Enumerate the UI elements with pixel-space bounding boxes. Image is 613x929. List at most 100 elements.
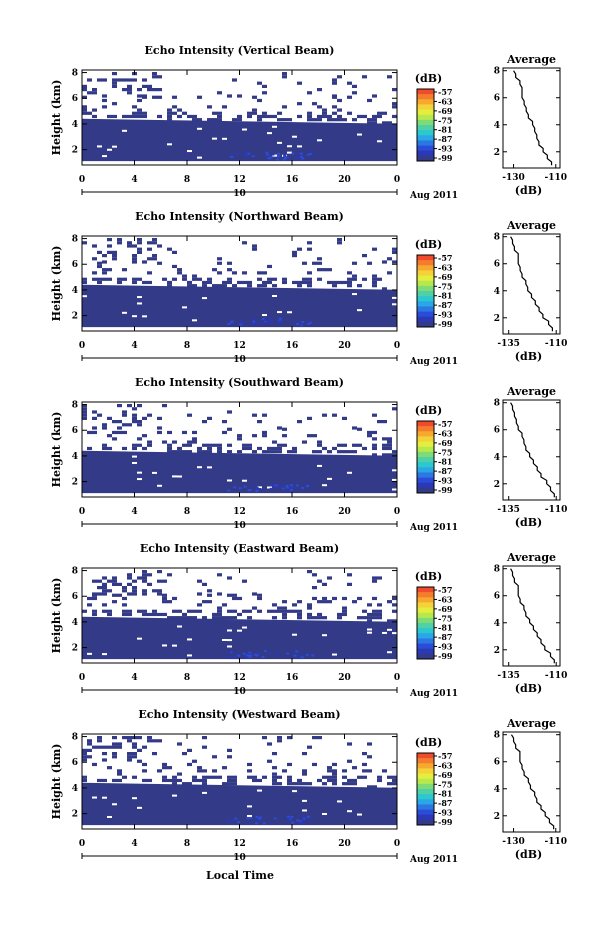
- echo-cell: [307, 271, 312, 275]
- echo-cell: [267, 114, 272, 119]
- echo-cell: [172, 111, 177, 115]
- echo-band-main: [82, 450, 397, 494]
- echo-cell: [287, 762, 292, 767]
- echo-cell: [392, 450, 397, 454]
- echo-cell: [202, 582, 207, 586]
- echo-cell: [97, 579, 102, 583]
- echo-cell: [387, 121, 392, 125]
- colorbar-swatch: [417, 280, 434, 287]
- colorbar-unit: (dB): [415, 238, 442, 251]
- echo-cell: [177, 778, 182, 783]
- strong-echo-cell: [269, 487, 273, 490]
- echo-cell: [367, 121, 372, 125]
- echo-cell: [292, 446, 297, 451]
- gap-cell: [297, 145, 302, 148]
- strong-echo-cell: [286, 490, 290, 493]
- echo-cell: [147, 271, 152, 275]
- strong-echo-cell: [296, 157, 300, 160]
- echo-cell: [107, 579, 112, 583]
- echo-cell: [107, 114, 112, 119]
- echo-cell: [122, 268, 127, 272]
- echo-cell: [382, 453, 387, 457]
- echo-cell: [347, 277, 352, 281]
- strong-echo-cell: [270, 320, 274, 323]
- echo-cell: [332, 111, 337, 115]
- echo-cell: [317, 257, 322, 261]
- echo-cell: [102, 268, 107, 272]
- echo-cell: [92, 114, 97, 119]
- strong-echo-cell: [267, 157, 271, 160]
- strong-echo-cell: [255, 815, 259, 818]
- echo-cell: [122, 603, 127, 607]
- echo-cell: [292, 603, 297, 607]
- colorbar-tick-label: -63: [438, 760, 453, 770]
- echo-cell: [107, 745, 112, 749]
- y-tick-label: 6: [72, 592, 78, 602]
- echo-cell: [167, 114, 172, 119]
- echo-cell: [167, 778, 172, 783]
- colorbar-swatch: [417, 114, 434, 121]
- echo-cell: [92, 596, 97, 601]
- echo-cell: [147, 280, 152, 285]
- gap-cell: [322, 634, 327, 637]
- echo-cell: [182, 612, 187, 617]
- average-profile-line: [513, 70, 553, 166]
- gap-cell: [122, 311, 127, 314]
- echo-cell: [187, 616, 192, 620]
- echo-cell: [122, 88, 127, 92]
- gap-cell: [137, 637, 142, 640]
- echo-cell: [142, 778, 147, 783]
- colorbar-tick-label: -69: [438, 106, 453, 116]
- echo-cell: [312, 118, 317, 122]
- strong-echo-cell: [306, 322, 310, 325]
- echo-cell: [172, 440, 177, 444]
- echo-cell: [387, 775, 392, 779]
- colorbar-frame: [416, 586, 435, 660]
- gap-cell: [227, 645, 232, 648]
- echo-cell: [322, 782, 327, 786]
- strong-echo-cell: [299, 155, 303, 158]
- echo-cell: [307, 118, 312, 122]
- echo-cell: [177, 268, 182, 272]
- echo-cell: [202, 782, 207, 786]
- echo-cell: [352, 443, 357, 447]
- echo-cell: [142, 573, 147, 577]
- echo-cell: [102, 745, 107, 749]
- echo-cell: [312, 102, 317, 106]
- average-y-tick-label: 8: [494, 67, 500, 77]
- echo-cell: [307, 603, 312, 607]
- gap-cell: [187, 654, 192, 657]
- echo-cell: [172, 609, 177, 613]
- echo-cell: [387, 600, 392, 604]
- strong-echo-cell: [233, 655, 237, 658]
- colorbar-tick-label: -87: [438, 466, 452, 476]
- colorbar-tick-label: -57: [438, 585, 452, 595]
- echo-cell: [132, 407, 137, 411]
- echo-cell: [327, 576, 332, 580]
- echo-cell: [102, 603, 107, 607]
- strong-echo-cell: [284, 156, 288, 159]
- echo-cell: [377, 277, 382, 281]
- echo-cell: [202, 280, 207, 285]
- strong-echo-cell: [263, 320, 267, 323]
- average-x-unit: (dB): [515, 848, 542, 861]
- gap-cell: [242, 626, 247, 629]
- echo-cell: [102, 778, 107, 783]
- echo-cell: [282, 769, 287, 773]
- echo-cell: [112, 72, 117, 76]
- echo-cell: [157, 430, 162, 435]
- gap-cell: [392, 303, 397, 306]
- echo-cell: [102, 582, 107, 586]
- strong-echo-cell: [251, 155, 255, 158]
- average-y-tick-label: 4: [494, 121, 500, 131]
- echo-cell: [157, 570, 162, 574]
- echo-cell: [112, 78, 117, 82]
- colorbar-swatch: [417, 607, 434, 614]
- echo-cell: [202, 450, 207, 454]
- echo-cell: [302, 752, 307, 756]
- echo-cell: [257, 593, 262, 597]
- colorbar-swatch: [417, 94, 434, 100]
- echo-cell: [122, 410, 127, 414]
- gap-cell: [102, 653, 107, 656]
- echo-cell: [197, 769, 202, 773]
